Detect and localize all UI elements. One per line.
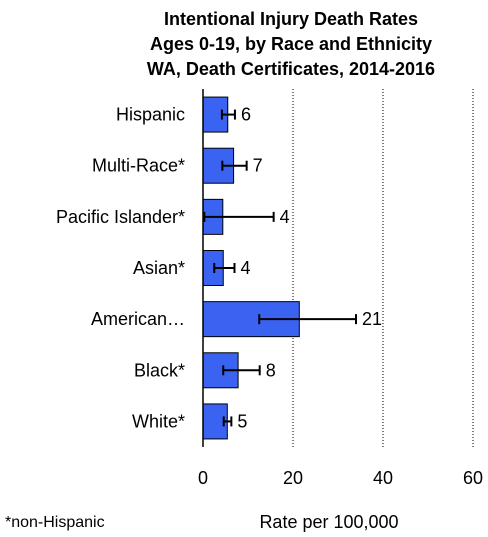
data-label-5: 8 bbox=[266, 360, 276, 380]
data-label-2: 4 bbox=[280, 207, 290, 227]
category-label-3: Asian* bbox=[133, 258, 185, 278]
category-label-5: Black* bbox=[134, 360, 185, 380]
data-labels: 6 7 4 4 21 8 5 bbox=[237, 105, 382, 432]
data-label-0: 6 bbox=[241, 105, 251, 125]
data-label-1: 7 bbox=[253, 156, 263, 176]
category-label-2: Pacific Islander* bbox=[56, 207, 185, 227]
data-label-6: 5 bbox=[237, 411, 247, 431]
gridlines bbox=[292, 89, 474, 447]
category-label-4: American… bbox=[91, 309, 185, 329]
bars bbox=[202, 96, 300, 440]
category-label-1: Multi-Race* bbox=[92, 156, 185, 176]
error-bars bbox=[203, 109, 357, 427]
data-label-3: 4 bbox=[241, 258, 251, 278]
chart-title-line-2: Ages 0-19, by Race and Ethnicity bbox=[150, 34, 432, 54]
footnote: *non-Hispanic bbox=[5, 514, 105, 531]
x-tick-label-40: 40 bbox=[373, 468, 393, 488]
chart-title-line-1: Intentional Injury Death Rates bbox=[164, 9, 418, 29]
x-tick-label-0: 0 bbox=[198, 468, 208, 488]
category-labels: Hispanic Multi-Race* Pacific Islander* Asia… bbox=[56, 105, 185, 432]
data-label-4: 21 bbox=[362, 309, 382, 329]
x-tick-label-60: 60 bbox=[463, 468, 483, 488]
x-tick-labels: 0 20 40 60 bbox=[198, 468, 483, 488]
category-label-6: White* bbox=[132, 411, 185, 431]
x-tick-label-20: 20 bbox=[283, 468, 303, 488]
x-axis-label: Rate per 100,000 bbox=[259, 512, 398, 532]
category-label-0: Hispanic bbox=[116, 105, 185, 125]
chart-title-line-3: WA, Death Certificates, 2014-2016 bbox=[147, 59, 435, 79]
